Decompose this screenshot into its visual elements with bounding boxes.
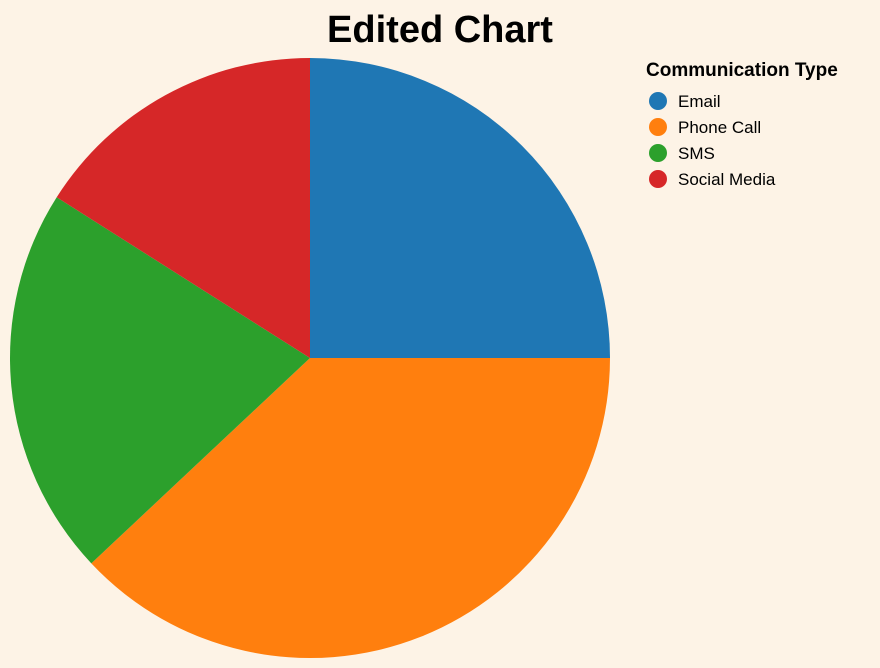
legend-swatch-phone-call — [649, 118, 667, 136]
legend-item-sms: SMS — [649, 144, 715, 163]
legend-label-sms: SMS — [678, 144, 715, 163]
pie-slice-email — [310, 58, 610, 358]
legend-label-email: Email — [678, 92, 721, 111]
legend-item-phone-call: Phone Call — [649, 118, 761, 137]
legend-swatch-email — [649, 92, 667, 110]
legend-item-social-media: Social Media — [649, 170, 776, 189]
chart-title: Edited Chart — [327, 9, 553, 51]
pie-slices — [9, 57, 611, 658]
legend-title: Communication Type — [646, 60, 838, 81]
legend-items: Email Phone Call SMS Social Media — [649, 92, 776, 189]
legend-item-email: Email — [649, 92, 721, 111]
legend-label-social-media: Social Media — [678, 170, 776, 189]
legend-swatch-social-media — [649, 170, 667, 188]
pie-slice-sms — [9, 197, 311, 564]
pie-slice-phone-call — [91, 358, 611, 658]
legend-swatch-sms — [649, 144, 667, 162]
legend-label-phone-call: Phone Call — [678, 118, 761, 137]
legend: Communication Type Email Phone Call SMS Soc… — [646, 60, 838, 189]
pie-slice-social-media — [56, 57, 310, 358]
